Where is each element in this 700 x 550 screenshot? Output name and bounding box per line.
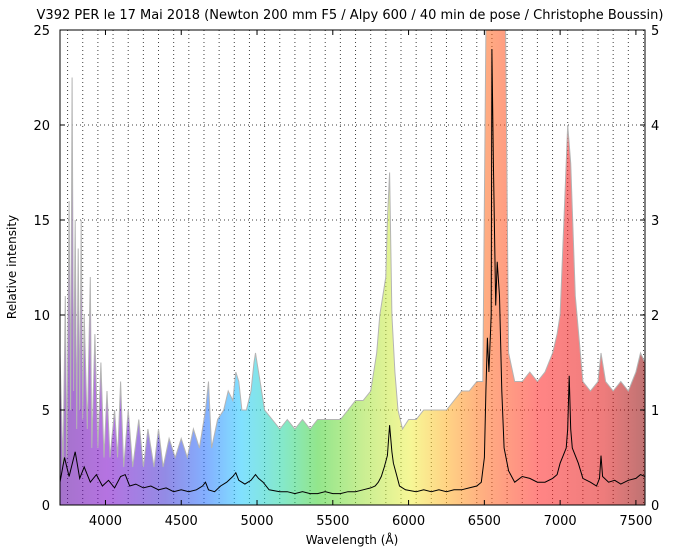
y-tick-label-right: 1 (651, 404, 659, 419)
series-line-gray-spectrum (60, 30, 645, 468)
x-tick-label: 5500 (316, 514, 349, 529)
series-line-black-spectrum (60, 48, 645, 495)
y-tick-label-right: 5 (651, 24, 659, 39)
x-axis-label: Wavelength (Å) (306, 532, 399, 547)
y-axis-right: 0 1 2 3 4 5 (640, 24, 659, 514)
chart-title: V392 PER le 17 Mai 2018 (Newton 200 mm F… (37, 8, 664, 23)
x-tick-label: 5000 (240, 514, 273, 529)
y-tick-label-left: 0 (42, 499, 50, 514)
y-tick-label-right: 4 (651, 119, 659, 134)
y-tick-label-right: 0 (651, 499, 659, 514)
y-tick-label-right: 3 (651, 214, 659, 229)
x-tick-label: 7000 (544, 514, 577, 529)
x-tick-label: 7500 (619, 514, 652, 529)
y-tick-label-left: 10 (33, 309, 50, 324)
y-axis-label: Relative intensity (5, 215, 19, 319)
x-axis: 4000 4500 5000 5500 6000 6500 7000 7500 (89, 30, 652, 529)
x-tick-label: 4500 (165, 514, 198, 529)
y-axis-left: 0 5 10 15 20 25 (33, 24, 65, 514)
x-tick-label: 6500 (468, 514, 501, 529)
y-tick-label-left: 15 (33, 214, 50, 229)
y-tick-label-left: 5 (42, 404, 50, 419)
y-tick-label-right: 2 (651, 309, 659, 324)
spectrum-color-fill (60, 30, 645, 505)
plot-frame (59, 29, 646, 506)
x-tick-label: 6000 (392, 514, 425, 529)
x-tick-label: 4000 (89, 514, 122, 529)
y-tick-label-left: 20 (33, 119, 50, 134)
y-tick-label-left: 25 (33, 24, 50, 39)
